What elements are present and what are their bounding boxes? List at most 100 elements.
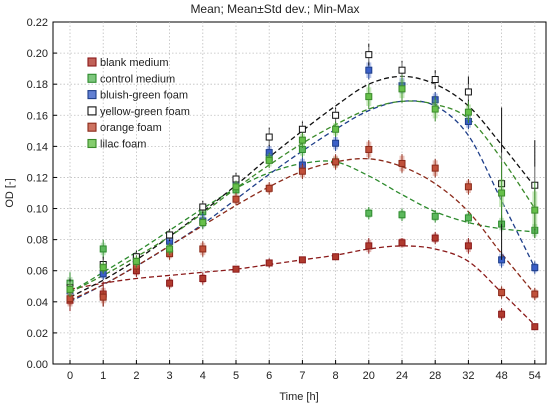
data-point: [365, 51, 373, 59]
legend-entry: yellow-green foam: [100, 106, 190, 118]
x-tick-label: 1: [100, 370, 106, 382]
legend-entry: orange foam: [100, 122, 162, 134]
x-tick-label: 7: [299, 370, 305, 382]
legend-marker: [87, 106, 97, 116]
data-point: [99, 245, 107, 253]
y-tick-label: 0.20: [27, 48, 48, 60]
data-point: [66, 285, 74, 293]
data-point: [531, 206, 539, 214]
data-point: [431, 76, 439, 84]
data-point: [531, 323, 539, 331]
data-point: [398, 239, 406, 247]
data-point: [232, 265, 240, 273]
data-point: [232, 183, 240, 191]
data-point: [298, 167, 306, 175]
x-tick-label: 54: [529, 370, 541, 382]
data-point: [464, 88, 472, 96]
y-tick-label: 0.16: [27, 110, 48, 122]
data-point: [332, 139, 340, 147]
data-point: [431, 234, 439, 242]
legend-entry: bluish-green foam: [100, 90, 188, 102]
data-point: [166, 279, 174, 287]
data-point: [365, 242, 373, 250]
x-tick-label: 3: [167, 370, 173, 382]
data-point: [398, 159, 406, 167]
y-tick-label: 0.18: [27, 79, 48, 91]
y-tick-label: 0.04: [27, 297, 48, 309]
data-point: [498, 288, 506, 296]
data-points: [66, 43, 539, 331]
data-point: [531, 290, 539, 298]
data-point: [332, 253, 340, 261]
data-point: [199, 245, 207, 253]
y-tick-label: 0.00: [27, 359, 48, 371]
data-point: [365, 93, 373, 101]
data-point: [265, 259, 273, 267]
data-point: [265, 156, 273, 164]
chart-title: Mean; Mean±Std dev.; Min-Max: [190, 2, 359, 16]
legend: blank medium control medium bluish-green f…: [87, 57, 190, 151]
data-point: [132, 257, 140, 265]
legend-marker: [87, 122, 97, 132]
legend-entry: control medium: [100, 73, 175, 85]
data-point: [232, 195, 240, 203]
data-point: [265, 133, 273, 141]
x-tick-label: 32: [462, 370, 474, 382]
data-point: [332, 158, 340, 166]
y-tick-label: 0.06: [27, 266, 48, 278]
legend-marker: [87, 90, 97, 100]
x-axis-ticks: 0 1 2 3 4 5 6 7 8 20 24 28 32 48 54: [67, 360, 541, 382]
data-point: [199, 275, 207, 282]
data-point: [298, 125, 306, 133]
data-point: [332, 111, 340, 119]
data-point: [99, 293, 107, 301]
data-point: [498, 310, 506, 318]
y-tick-label: 0.14: [27, 141, 48, 153]
y-tick-label: 0.12: [27, 172, 48, 184]
data-point: [332, 125, 340, 133]
data-point: [398, 85, 406, 93]
x-tick-label: 6: [266, 370, 272, 382]
data-point: [199, 219, 207, 227]
fit-curve: [69, 100, 536, 303]
data-point: [166, 245, 174, 253]
data-point: [99, 264, 107, 272]
legend-entry: lilac foam: [100, 139, 146, 151]
series-lilac-foam: [66, 74, 539, 298]
data-point: [398, 211, 406, 219]
x-tick-label: 5: [233, 370, 239, 382]
y-tick-label: 0.22: [27, 17, 48, 29]
y-axis-ticks: 0.00 0.02 0.04 0.06 0.08 0.10 0.12 0.14 0.16 0.18…: [27, 17, 57, 371]
data-point: [166, 231, 174, 239]
x-tick-label: 28: [429, 370, 441, 382]
data-point: [431, 164, 439, 172]
x-tick-label: 2: [133, 370, 139, 382]
y-tick-label: 0.02: [27, 328, 48, 340]
legend-marker: [87, 138, 97, 149]
x-tick-label: 48: [495, 370, 507, 382]
data-point: [464, 214, 472, 222]
data-point: [531, 264, 539, 272]
plot-frame: [52, 21, 547, 365]
data-point: [199, 203, 207, 211]
data-point: [265, 184, 273, 192]
data-point: [365, 145, 373, 153]
grid: [53, 22, 546, 364]
legend-marker: [87, 73, 97, 83]
series-blank-medium: [66, 231, 539, 331]
x-tick-label: 8: [333, 370, 339, 382]
data-point: [464, 183, 472, 191]
data-point: [464, 242, 472, 250]
data-point: [398, 66, 406, 74]
x-tick-label: 4: [200, 370, 206, 382]
y-axis-label: OD [-]: [4, 178, 16, 207]
x-tick-label: 20: [363, 370, 375, 382]
data-point: [498, 189, 506, 197]
x-tick-label: 24: [396, 370, 408, 382]
data-point: [365, 66, 373, 74]
data-point: [365, 209, 373, 217]
data-point: [298, 256, 306, 264]
y-tick-label: 0.10: [27, 204, 48, 216]
x-axis-label: Time [h]: [279, 391, 318, 403]
